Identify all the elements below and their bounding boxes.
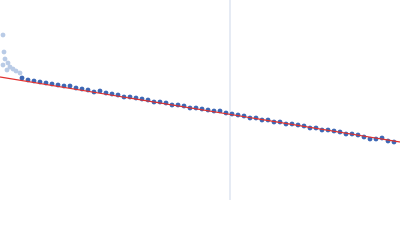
data-point [17, 70, 23, 76]
data-point [97, 88, 103, 94]
page: (() => { const data = JSON.parse(documen… [0, 0, 400, 200]
chart [0, 0, 400, 200]
data-point [5, 60, 11, 66]
data-point [19, 75, 25, 81]
data-point [67, 83, 73, 89]
fit-line [0, 76, 400, 143]
data-point [1, 49, 7, 55]
data-point [2, 56, 8, 62]
data-point [0, 32, 6, 38]
data-point [13, 68, 19, 74]
data-point [0, 62, 6, 68]
data-point [4, 67, 10, 73]
